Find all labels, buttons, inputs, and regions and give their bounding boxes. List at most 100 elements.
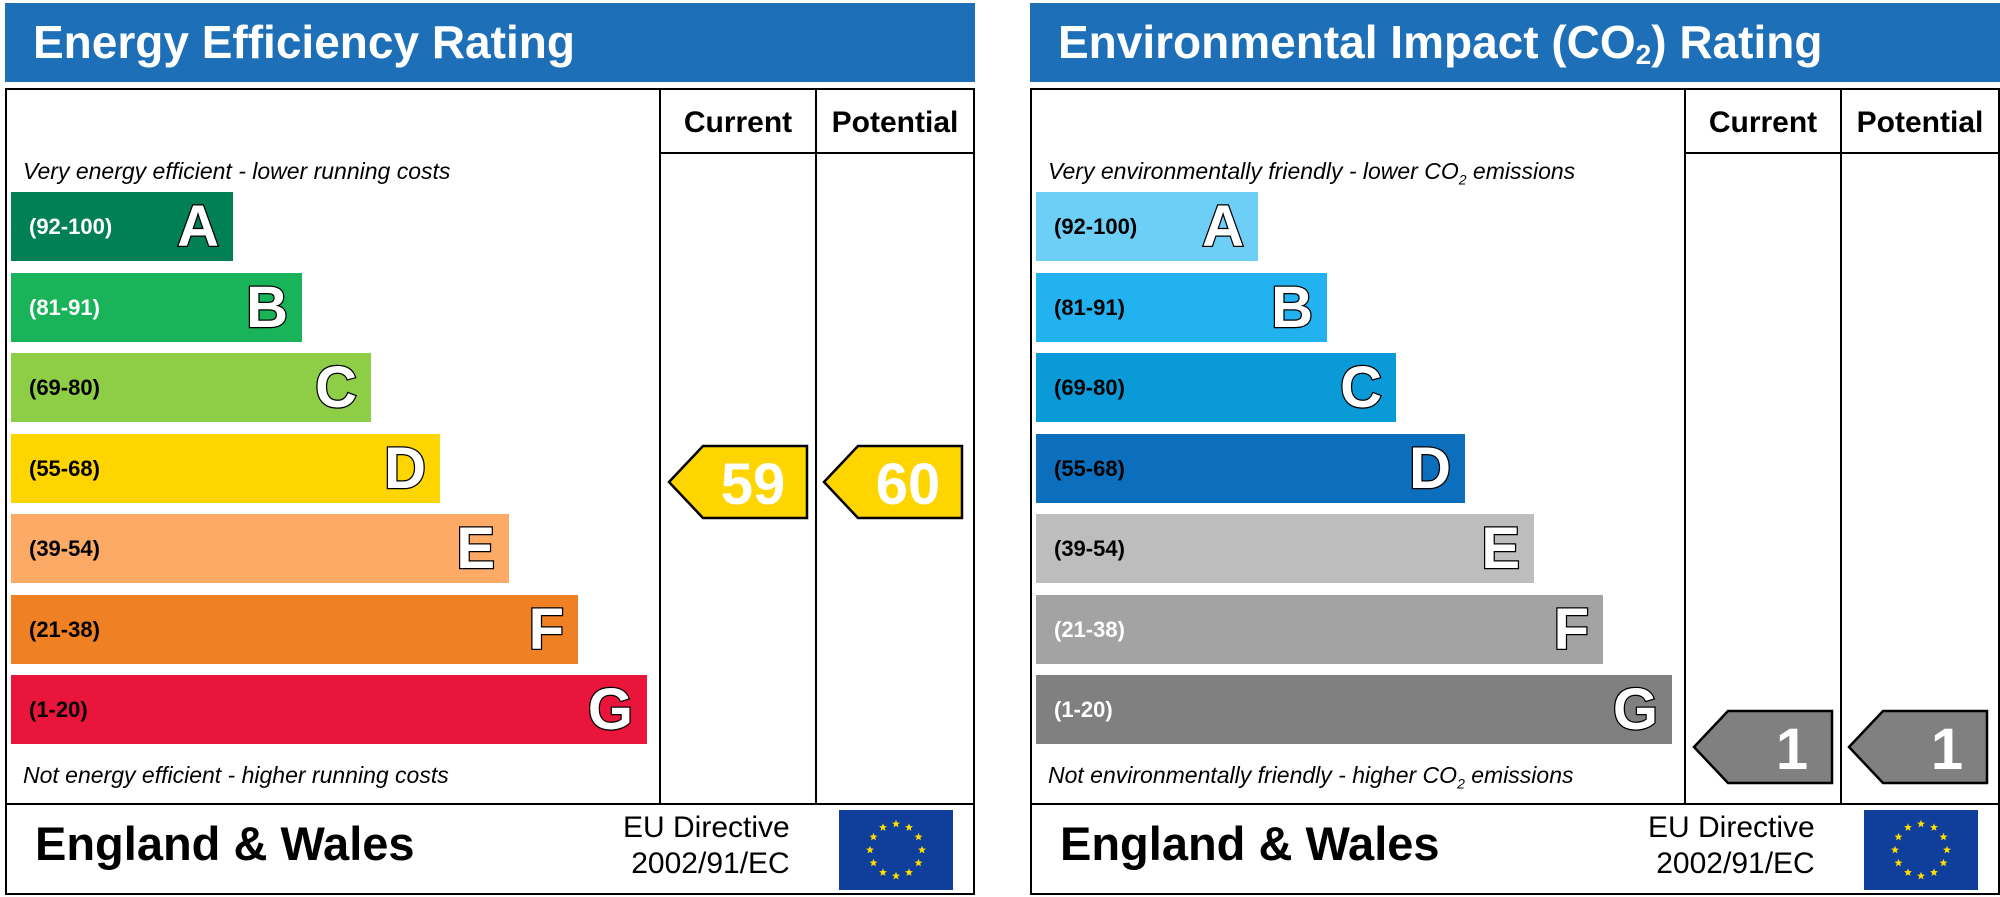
environment-current-divider [1684,90,1686,803]
environment-band-range: (81-91) [1054,294,1125,320]
environment-band-letter: B [1270,274,1314,340]
eu-star-icon [1917,819,1925,828]
energy-efficiency-panel: Energy Efficiency Rating Current Potenti… [5,0,975,897]
eu-star-icon [1930,823,1938,831]
environment-current-arrow-shape [1692,709,1834,785]
environment-directive: EU Directive 2002/91/EC [1648,810,1815,882]
energy-band-range: (81-91) [29,294,100,320]
eu-star-icon [1917,871,1925,880]
energy-header-line [659,152,973,154]
environment-band-range: (69-80) [1054,375,1125,400]
energy-footer-title: England & Wales [35,817,415,870]
energy-band-range: (92-100) [29,214,113,239]
environment-current-header: Current [1708,106,1818,139]
eu-star-icon [1904,823,1912,831]
energy-band-g: (1-20) G [11,675,647,744]
environment-current-value: 1 [1776,717,1808,782]
energy-band-letter: G [587,677,635,742]
eu-star-icon [892,819,900,828]
energy-title: Energy Efficiency Rating [5,3,975,82]
environment-band-g: (1-20) G [1036,675,1672,744]
environment-band-e: (39-54) E [1036,514,1534,583]
eu-star-icon [1891,845,1899,854]
energy-directive-line2: 2002/91/EC [631,847,790,880]
environmental-impact-panel: Environmental Impact (CO2) Rating Curren… [1030,0,2000,897]
energy-band-range: (69-80) [29,375,100,400]
environment-top-caption-end: emissions [1466,158,1576,184]
energy-band-c: (69-80) C [11,353,371,422]
environment-top-caption: Very environmentally friendly - lower CO… [1048,158,1575,188]
energy-band-letter: C [314,355,358,420]
energy-band-range: (21-38) [29,616,100,642]
energy-potential-header: Potential [831,106,959,139]
eu-star-icon [1894,832,1903,841]
eu-star-icon [869,858,878,867]
environment-band-letter: G [1612,677,1660,742]
environment-directive-line1: EU Directive [1648,811,1815,844]
energy-directive-line1: EU Directive [623,811,790,844]
eu-star-icon [879,868,887,876]
energy-bottom-caption: Not energy efficient - higher running co… [23,762,449,788]
environment-directive-line2: 2002/91/EC [1656,847,1815,880]
environment-bottom-caption: Not environmentally friendly - higher CO… [1048,762,1574,792]
eu-star-icon [866,845,874,854]
environment-footer-title: England & Wales [1060,817,1440,870]
energy-potential-arrow: 60 [822,444,964,520]
energy-band-b: (81-91) B [11,272,302,342]
eu-flag-icon [839,810,953,890]
environment-title: Environmental Impact (CO2) Rating [1030,3,2000,82]
energy-band-letter: A [176,194,220,259]
environment-band-c: (69-80) C [1036,353,1396,422]
energy-band-range: (55-68) [29,455,100,481]
environment-top-caption-sub: 2 [1458,171,1467,188]
environment-band-range: (21-38) [1054,616,1125,642]
energy-band-letter: E [455,516,496,581]
eu-star-icon [918,845,926,854]
environment-band-letter: D [1408,435,1452,501]
environment-title-sub: 2 [1635,39,1652,70]
energy-potential-value: 60 [876,452,941,517]
energy-frame: Current Potential Very energy efficient … [5,88,975,895]
environment-band-f: (21-38) F [1036,594,1603,664]
energy-top-caption: Very energy efficient - lower running co… [23,158,451,184]
energy-current-value: 59 [721,452,786,517]
energy-band-e: (39-54) E [11,514,509,583]
eu-star-icon [905,823,913,831]
eu-star-icon [869,832,878,841]
environment-bottom-caption-main: Not environmentally friendly - higher CO [1048,762,1458,788]
energy-directive: EU Directive 2002/91/EC [623,810,790,882]
energy-band-letter: D [383,435,427,501]
eu-star-icon [1939,858,1948,867]
environment-potential-arrow: 1 [1847,709,1989,785]
energy-band-a: (92-100) A [11,192,233,261]
eu-star-icon [1943,845,1951,854]
eu-star-icon [1894,858,1903,867]
energy-current-header: Current [683,106,793,139]
environment-band-range: (1-20) [1054,697,1113,722]
environment-band-d: (55-68) D [1036,433,1465,503]
environment-potential-divider [1840,90,1842,803]
environment-footer-line [1032,803,1998,805]
eu-stars [866,819,926,880]
energy-current-arrow-shape [667,444,809,520]
energy-current-divider [659,90,661,803]
environment-band-a: (92-100) A [1036,192,1258,261]
eu-star-icon [914,858,923,867]
eu-star-icon [905,868,913,876]
eu-star-icon [879,823,887,831]
energy-footer-line [7,803,973,805]
environment-potential-header: Potential [1856,106,1984,139]
environment-band-range: (39-54) [1054,536,1125,561]
eu-star-icon [892,871,900,880]
energy-band-d: (55-68) D [11,433,440,503]
eu-flag-icon [1864,810,1978,890]
environment-current-arrow: 1 [1692,709,1834,785]
environment-bottom-caption-end: emissions [1464,762,1574,788]
environment-title-main: Environmental Impact (CO [1058,16,1636,68]
environment-header-line [1684,152,1998,154]
environment-band-range: (55-68) [1054,455,1125,481]
environment-band-letter: E [1480,516,1521,581]
environment-top-caption-main: Very environmentally friendly - lower CO [1048,158,1459,184]
energy-band-range: (1-20) [29,697,88,722]
eu-star-icon [1904,868,1912,876]
